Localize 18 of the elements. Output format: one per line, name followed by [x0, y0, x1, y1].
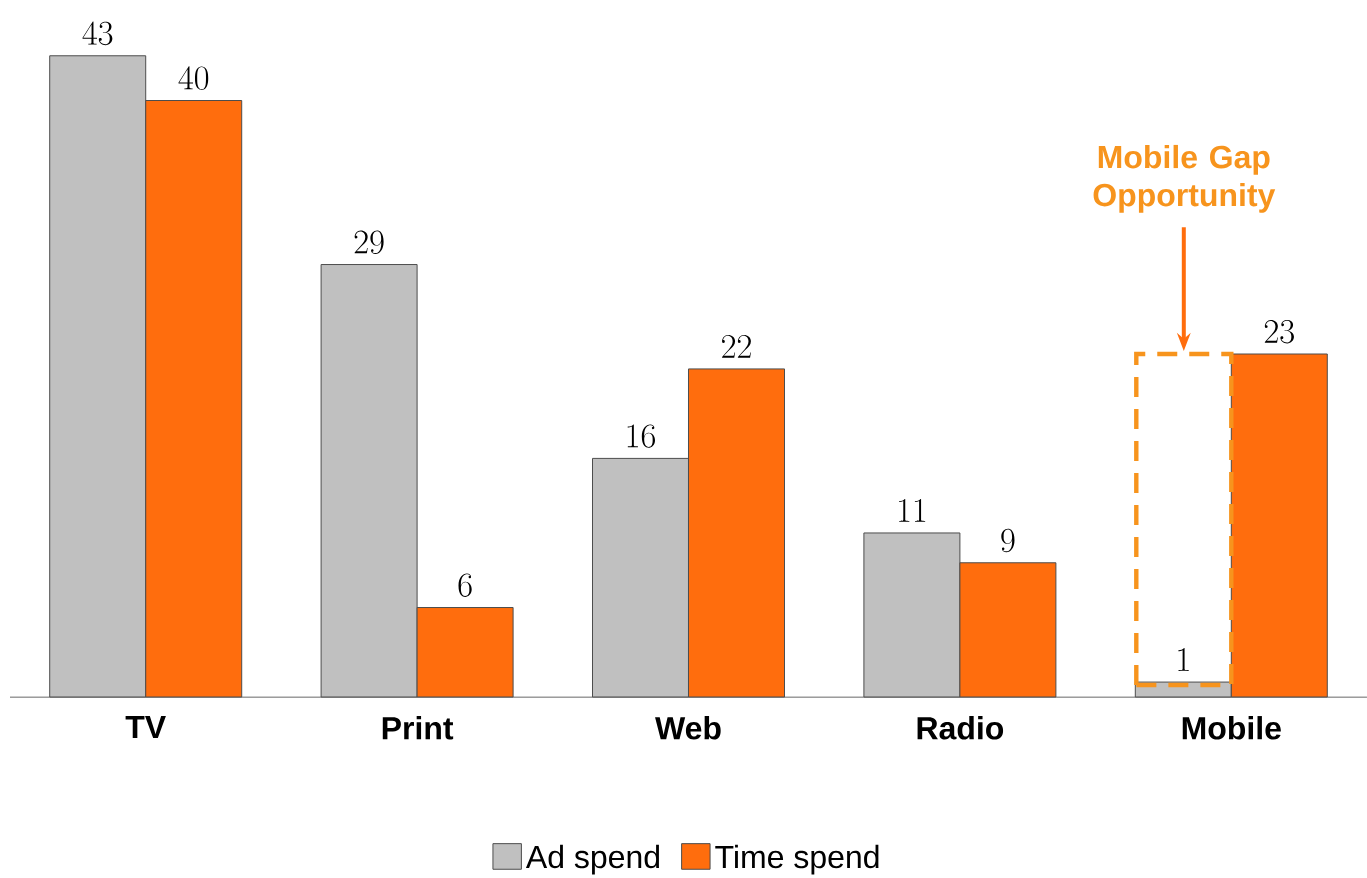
- data-label: 29: [354, 230, 384, 254]
- x-tick-label: Mobile: [1182, 716, 1281, 740]
- data-label: 40: [178, 66, 209, 90]
- x-tick-label: Web: [655, 716, 721, 740]
- annotation: Mobile Gap Opportunity: [1093, 144, 1276, 213]
- data-label: 9: [1001, 528, 1015, 553]
- legend-label: Time spend: [715, 844, 879, 875]
- data-label: 22: [722, 334, 751, 358]
- data-label: 6: [458, 573, 472, 597]
- data-label: 1: [1178, 648, 1189, 671]
- legend-label: Ad spend: [525, 844, 660, 875]
- x-tick-label: Print: [382, 716, 454, 740]
- data-label: 23: [1264, 320, 1294, 344]
- data-label: 43: [82, 21, 113, 46]
- x-tick-label: Radio: [917, 716, 1004, 740]
- data-label: 11: [899, 498, 926, 522]
- data-label: 16: [627, 424, 655, 448]
- x-tick-label: TV: [125, 716, 166, 739]
